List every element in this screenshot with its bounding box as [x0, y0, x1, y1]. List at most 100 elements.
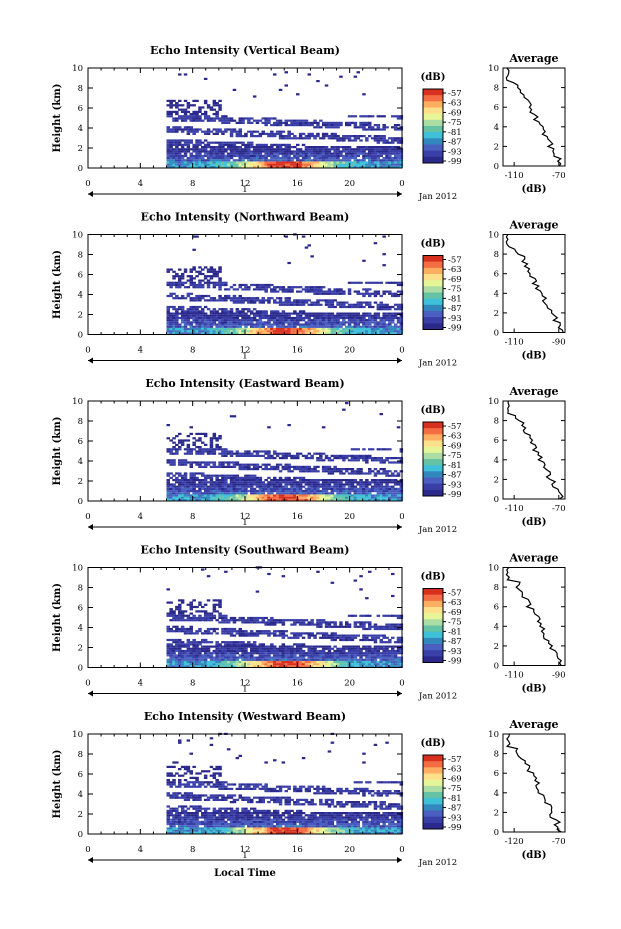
heatmap-cell	[368, 654, 372, 657]
heatmap-cells	[166, 71, 404, 168]
heatmap-cell	[321, 658, 326, 661]
heatmap-cell	[379, 308, 383, 311]
heatmap-cell	[238, 301, 242, 304]
heatmap-cell	[287, 330, 291, 333]
heatmap-cell	[342, 660, 346, 664]
heatmap-cell	[347, 146, 352, 149]
heatmap-cell	[198, 658, 202, 661]
heatmap-cell	[186, 308, 191, 311]
heatmap-cell	[396, 490, 401, 493]
heatmap-cell	[365, 485, 369, 488]
heatmap-cell	[247, 299, 251, 302]
heatmap-cell	[385, 319, 389, 322]
heatmap-cell	[172, 141, 176, 144]
heatmap-cell	[359, 330, 363, 333]
heatmap-cell	[362, 146, 366, 149]
heatmap-cell	[273, 163, 277, 166]
heatmap-cell	[244, 658, 248, 661]
heatmap-cell	[221, 663, 225, 666]
heatmap-cell	[232, 301, 237, 304]
heatmap-cell	[391, 152, 395, 155]
heatmap-cell	[296, 154, 300, 157]
heatmap-cell	[241, 299, 245, 302]
heatmap-cell	[244, 494, 248, 497]
heatmap-cell	[241, 490, 245, 493]
heatmap-cell	[370, 332, 375, 335]
heatmap-cell	[270, 283, 274, 287]
heatmap-cell	[339, 290, 343, 293]
heatmap-cell	[356, 332, 360, 335]
heatmap-cell	[359, 479, 363, 482]
heatmap-cell	[385, 498, 389, 501]
heatmap-cell	[198, 299, 202, 302]
heatmap-cell	[264, 314, 268, 317]
heatmap-cell	[336, 148, 340, 151]
heatmap-cell	[172, 660, 176, 664]
heatmap-cell	[336, 492, 340, 495]
heatmap-cell	[221, 660, 225, 664]
heatmap-cell	[399, 665, 404, 668]
heatmap-cell	[235, 660, 240, 664]
heatmap-cell	[275, 665, 280, 668]
heatmap-cell	[370, 652, 375, 655]
heatmap-cell	[270, 330, 274, 333]
heatmap-cell	[370, 161, 375, 164]
heatmap-cell	[172, 305, 176, 309]
heatmap-cell	[189, 283, 193, 287]
heatmap-cell	[347, 152, 352, 155]
heatmap-cell	[267, 301, 271, 304]
heatmap-cell	[238, 327, 242, 331]
heatmap-cell	[350, 457, 355, 460]
heatmap-cell	[255, 321, 260, 324]
heatmap-cell	[238, 494, 242, 497]
heatmap-cell	[224, 310, 228, 313]
heatmap-cell	[186, 665, 191, 668]
heatmap-cell	[307, 303, 311, 306]
heatmap-cell	[287, 314, 291, 317]
heatmap-cell	[330, 135, 335, 138]
heatmap-cell	[180, 294, 185, 298]
heatmap-cell	[327, 314, 332, 317]
heatmap-cell	[310, 148, 314, 151]
heatmap-cell	[264, 465, 268, 468]
heatmap-cell	[356, 316, 360, 320]
heatmap-cell	[209, 146, 214, 149]
heatmap-cell	[336, 470, 340, 473]
heatmap-cell	[178, 474, 182, 477]
avg-x-label: (dB)	[522, 351, 547, 362]
heatmap-cell	[313, 316, 317, 320]
heatmap-cell	[353, 457, 358, 460]
heatmap-cell	[347, 481, 352, 484]
heatmap-cell	[186, 132, 191, 135]
heatmap-cell	[261, 490, 265, 493]
heatmap-cell	[252, 332, 257, 335]
heatmap-cell	[293, 150, 297, 153]
heatmap-cell	[347, 485, 352, 488]
heatmap-cell	[215, 496, 219, 499]
heatmap-cell	[362, 487, 366, 490]
heatmap-cell	[278, 146, 283, 149]
heatmap-cell	[382, 496, 386, 499]
heatmap-cell	[316, 152, 320, 155]
heatmap-cell	[175, 494, 179, 497]
heatmap-cell	[224, 163, 228, 166]
heatmap-cell	[316, 321, 320, 324]
heatmap-cell	[195, 492, 199, 495]
heatmap-cell	[250, 121, 254, 124]
heatmap-cell	[347, 327, 352, 331]
heatmap-cell	[353, 121, 358, 124]
heatmap-cell	[296, 159, 300, 162]
heatmap-cell	[339, 654, 343, 657]
heatmap-cell	[180, 321, 185, 324]
heatmap-cell	[221, 163, 225, 166]
heatmap-cell	[319, 288, 323, 291]
heatmap-cell	[342, 483, 346, 486]
heatmap-cell	[376, 150, 381, 153]
heatmap-cell	[169, 316, 173, 320]
heatmap-cell	[264, 283, 268, 287]
heatmap-cell	[304, 654, 309, 657]
heatmap-cell	[284, 299, 288, 302]
heatmap-cell	[270, 325, 274, 328]
heatmap-cell	[209, 439, 214, 442]
heatmap-cell	[244, 150, 248, 153]
